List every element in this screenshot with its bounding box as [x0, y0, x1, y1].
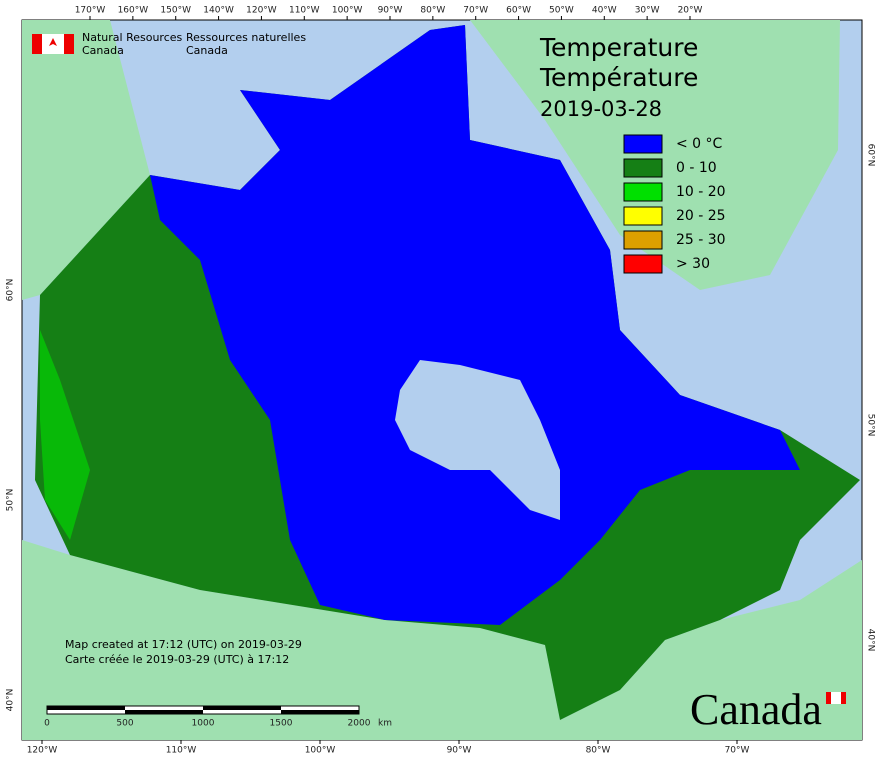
legend-label: < 0 °C — [676, 136, 723, 152]
graticule-label: 140°W — [203, 6, 234, 16]
graticule-label: 160°W — [118, 6, 149, 16]
wordmark: Canada — [690, 685, 822, 734]
agency-en: Canada — [82, 44, 124, 57]
date: 2019-03-28 — [540, 97, 662, 121]
coast-mild — [40, 330, 90, 540]
graticule-label: 110°W — [166, 746, 197, 756]
greenland — [470, 20, 840, 290]
legend-swatch — [623, 158, 663, 178]
graticule-label: 30°W — [635, 6, 660, 16]
legend-swatch — [623, 206, 663, 226]
graticule-label: 60°W — [506, 6, 531, 16]
graticule-label: 60°N — [6, 279, 16, 302]
graticule-label: 120°W — [27, 746, 58, 756]
note: Map created at 17:12 (UTC) on 2019-03-29 — [65, 638, 302, 651]
graticule-label: 90°W — [447, 746, 472, 756]
legend-label: 10 - 20 — [676, 184, 726, 200]
graticule-label: 100°W — [305, 746, 336, 756]
title: Temperature — [539, 33, 698, 62]
graticule-label: 40°W — [592, 6, 617, 16]
scale-label: 1500 — [270, 719, 293, 729]
scale-seg — [203, 706, 281, 710]
graticule-label: 170°W — [75, 6, 106, 16]
graticule-label: 110°W — [289, 6, 320, 16]
graticule-label: 40°N — [6, 689, 16, 712]
graticule-label: 80°W — [420, 6, 445, 16]
agency-fr: Canada — [186, 44, 228, 57]
graticule-label: 50°N — [866, 414, 876, 437]
canada-cold — [150, 25, 800, 625]
scale-seg — [47, 706, 125, 710]
scale-label: 2000 — [348, 719, 371, 729]
graticule-label: 90°W — [378, 6, 403, 16]
title: Température — [539, 63, 698, 92]
graticule-label: 120°W — [246, 6, 277, 16]
scale-seg — [281, 710, 359, 714]
flag-small — [826, 692, 846, 704]
scale-label: 0 — [44, 719, 50, 729]
graticule-label: 20°W — [678, 6, 703, 16]
legend-swatch — [623, 182, 663, 202]
graticule-label: 100°W — [332, 6, 363, 16]
scale-seg — [125, 710, 203, 714]
legend-swatch — [623, 230, 663, 250]
scale-label: 500 — [116, 719, 133, 729]
legend-swatch — [623, 134, 663, 154]
legend-label: 0 - 10 — [676, 160, 717, 176]
hudson-bay — [395, 360, 560, 520]
graticule-label: 150°W — [160, 6, 191, 16]
agency-fr: Ressources naturelles — [186, 31, 306, 44]
agency-en: Natural Resources — [82, 31, 183, 44]
graticule-label: 60°N — [866, 144, 876, 167]
graticule-label: 40°N — [866, 629, 876, 652]
logo — [32, 34, 74, 54]
usa — [22, 540, 862, 740]
graticule-label: 70°W — [725, 746, 750, 756]
graticule-label: 50°W — [549, 6, 574, 16]
legend-label: > 30 — [676, 256, 710, 272]
scale-label: 1000 — [192, 719, 215, 729]
legend-swatch — [623, 254, 663, 274]
legend-label: 25 - 30 — [676, 232, 726, 248]
legend-label: 20 - 25 — [676, 208, 726, 224]
graticule-label: 50°N — [6, 489, 16, 512]
alaska — [22, 20, 150, 300]
note: Carte créée le 2019-03-29 (UTC) à 17:12 — [65, 653, 289, 666]
graticule-label: 80°W — [586, 746, 611, 756]
scale-unit: km — [378, 719, 392, 729]
graticule-label: 70°W — [463, 6, 488, 16]
